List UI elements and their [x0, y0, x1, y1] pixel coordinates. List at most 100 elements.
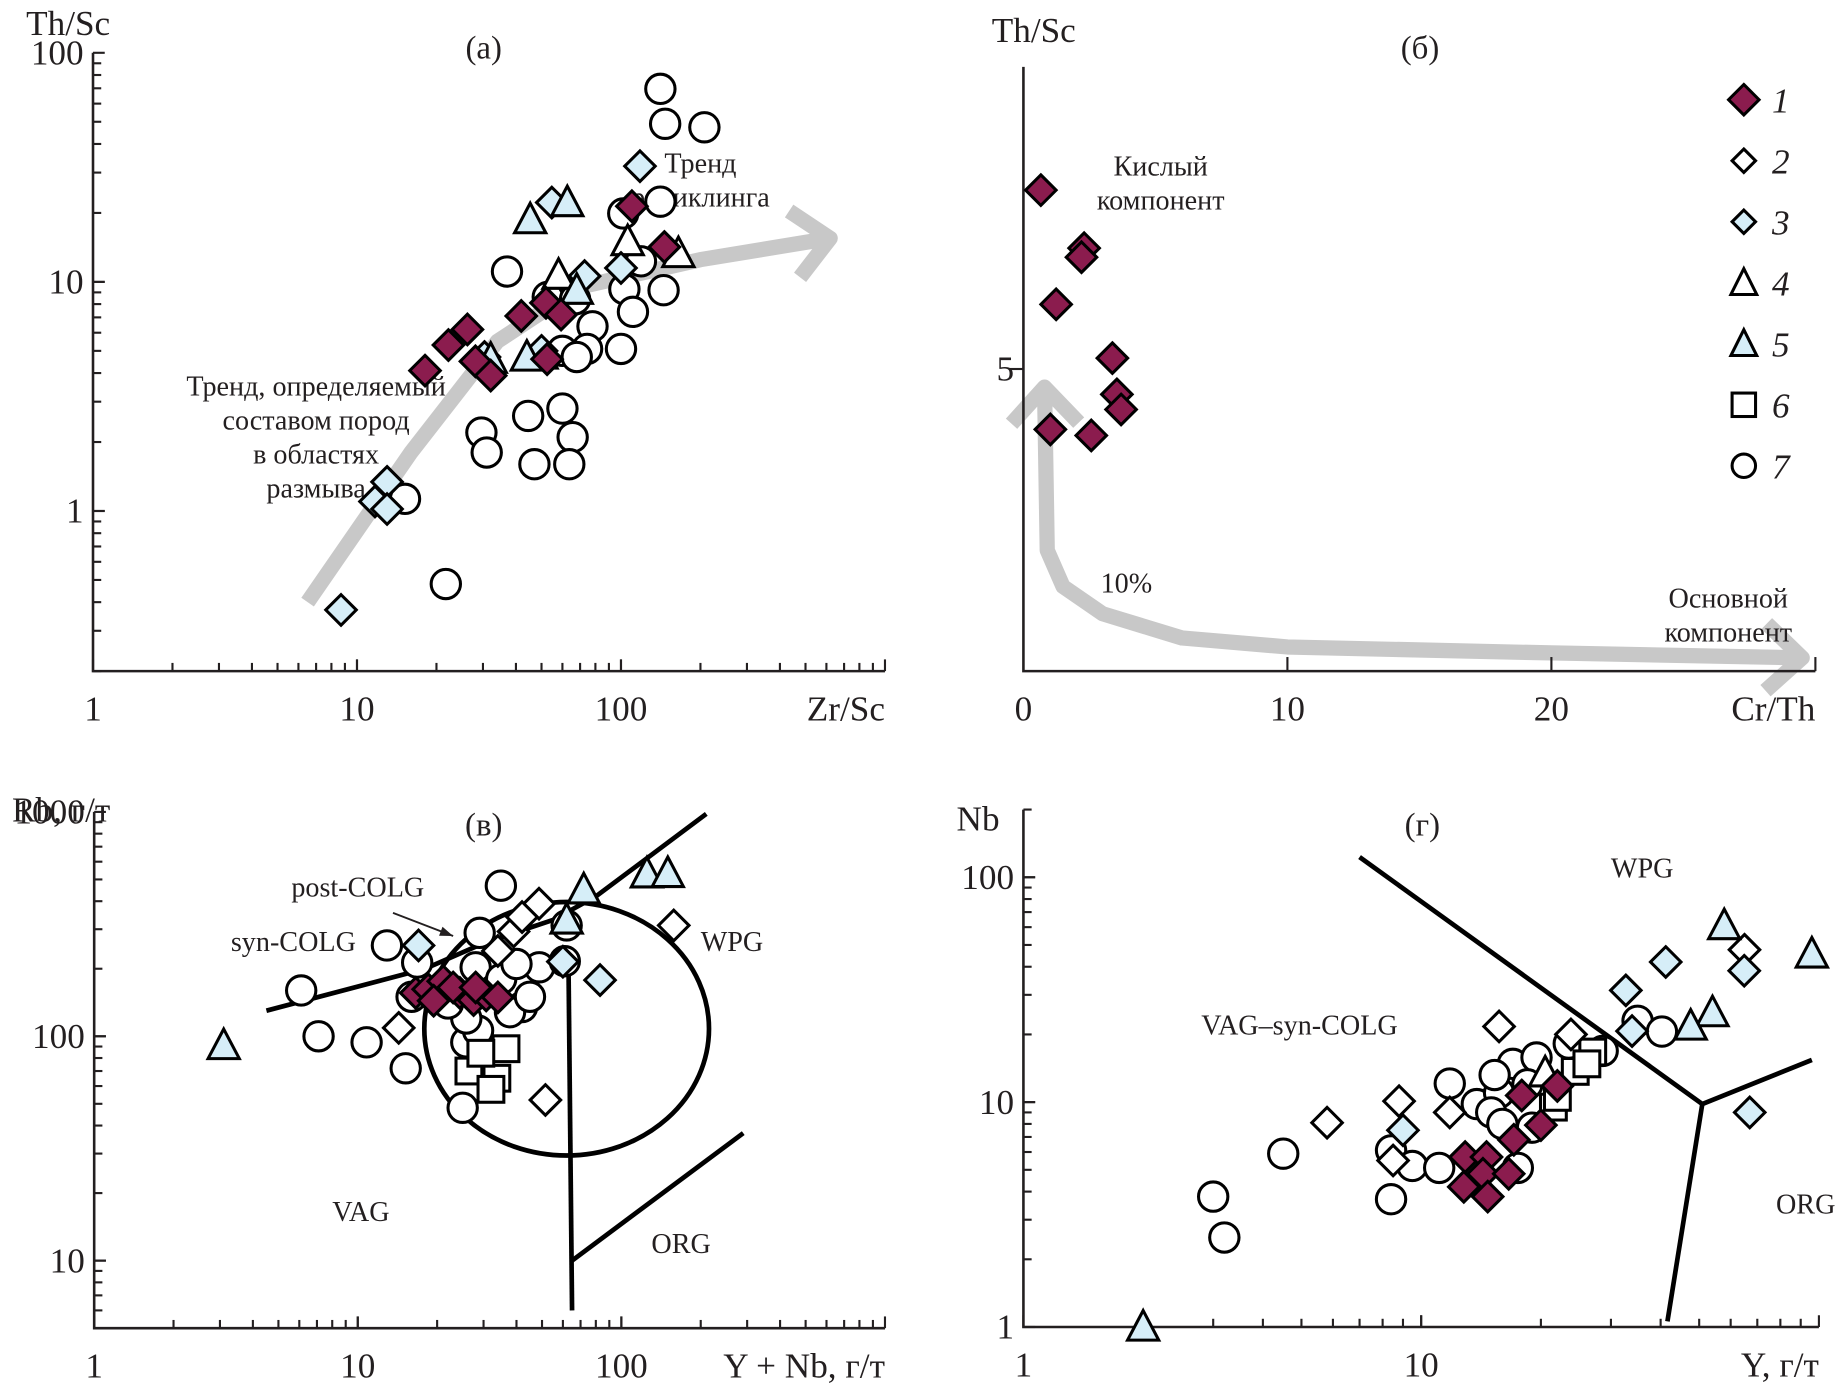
data-point-series-1	[614, 188, 650, 224]
data-point-series-3	[401, 928, 436, 963]
x-tick-label: 100	[595, 689, 648, 728]
region-label: ORG	[651, 1229, 710, 1260]
annotation-line: Тренд, определяемый	[186, 371, 446, 402]
data-point-series-7	[647, 273, 680, 307]
data-point-series-7	[1374, 1183, 1408, 1216]
data-point-series-1	[529, 341, 565, 377]
legend-marker-square	[1730, 391, 1758, 419]
y-axis-label: Nb	[957, 800, 1000, 839]
x-tick-label: 1	[85, 1346, 103, 1385]
data-point-series-7	[1197, 1180, 1230, 1213]
data-point-series-1	[473, 358, 509, 393]
data-point-series-5	[1672, 1006, 1709, 1041]
data-point-series-3	[1385, 1112, 1421, 1148]
legend-item-7: 7	[1730, 448, 1791, 487]
data-point-series-7	[1645, 1015, 1679, 1048]
panel-d-nb-vs-y: 1 10 1 10 100 Y, г/т Nb (г) WPG VAG–syn-COLG ORG	[957, 800, 1836, 1385]
data-point-series-7	[513, 980, 547, 1013]
annotation-line: составом пород	[223, 405, 410, 436]
panel-title: (а)	[465, 31, 501, 67]
data-point-series-5	[649, 853, 686, 889]
panel-title: (г)	[1405, 807, 1440, 843]
data-point-series-3	[603, 250, 639, 286]
wpg-org-boundary	[1701, 1057, 1813, 1107]
legend: 1 2 3 4 5 6 7	[1726, 82, 1791, 487]
data-point-series-1	[435, 970, 471, 1005]
annotation-line: компонент	[1097, 186, 1225, 217]
legend-label: 1	[1772, 82, 1790, 121]
data-point-series-7	[370, 929, 404, 962]
data-point-series-7	[648, 107, 682, 140]
data-point-series-1	[1032, 412, 1068, 447]
source-trend-arrow-head	[784, 204, 838, 282]
data-point-series-7	[484, 869, 518, 902]
data-point-series-1	[1523, 1107, 1559, 1143]
data-point-series-3	[369, 491, 405, 527]
data-point-series-7	[1433, 1067, 1466, 1100]
data-point-series-3	[323, 592, 359, 628]
data-point-series-7	[644, 72, 677, 106]
annotation-arrowhead	[439, 926, 454, 936]
data-point-series-7	[463, 916, 496, 950]
y-tick-label: 100	[961, 858, 1014, 897]
data-point-series-1	[1023, 172, 1059, 208]
data-point-series-3	[545, 944, 581, 980]
data-point-series-1	[1103, 392, 1139, 427]
legend-item-1: 1	[1726, 82, 1790, 121]
region-label: VAG	[332, 1197, 389, 1228]
data-point-series-2	[381, 1010, 417, 1046]
data-point-series-5	[1706, 905, 1743, 941]
data-point-series-1	[543, 297, 579, 332]
legend-label: 5	[1772, 326, 1790, 365]
annotation: Основной компонент	[1664, 584, 1792, 649]
data-point-series-2	[656, 907, 692, 943]
data-point-series-1	[646, 229, 682, 265]
legend-label: 6	[1772, 387, 1790, 426]
data-point-series-1	[503, 298, 539, 334]
annotation-line: post-COLG	[291, 872, 424, 903]
data-point-series-2	[1309, 1105, 1345, 1141]
axes-d	[1022, 809, 1819, 1329]
data-point-series-3	[1614, 1013, 1650, 1049]
y-tick-label: 100	[31, 34, 84, 73]
legend-marker-diamond	[1729, 146, 1758, 175]
vag-org-boundary	[1665, 1103, 1705, 1322]
region-label: VAG–syn-COLG	[1201, 1010, 1397, 1041]
data-point-series-7	[389, 1052, 422, 1085]
data-point-series-7	[1208, 1221, 1241, 1254]
data-point-series-7	[688, 111, 721, 144]
data-point-series-6	[466, 1038, 496, 1068]
data-point-series-7	[1478, 1058, 1511, 1092]
data-point-series-3	[1608, 972, 1644, 1008]
data-point-series-7	[546, 392, 579, 425]
vag-wpg-boundary	[1358, 855, 1704, 1106]
data-point-series-7	[511, 399, 545, 433]
x-tick-label: 100	[595, 1346, 648, 1385]
y-axis-label: Th/Sc	[992, 11, 1076, 50]
data-point-series-3	[1648, 944, 1684, 980]
data-point-series-5	[549, 182, 586, 218]
legend-item-2: 2	[1729, 143, 1790, 182]
data-point-series-3	[1726, 953, 1762, 989]
legend-marker-triangle	[1728, 326, 1760, 358]
x-tick-label: 1	[84, 689, 102, 728]
region-label: syn-COLG	[231, 927, 356, 958]
legend-label: 7	[1772, 448, 1791, 487]
x-axis-label: Zr/Sc	[807, 689, 885, 728]
data-point-series-6	[476, 1074, 506, 1104]
region-label: WPG	[1611, 853, 1674, 884]
annotation-line: Основной	[1669, 584, 1788, 615]
annotation-line: Тренд	[664, 149, 736, 180]
data-point-series-5	[205, 1025, 242, 1061]
data-point-series-7	[1423, 1151, 1456, 1185]
annotation-line: Кислый	[1114, 152, 1208, 183]
legend-marker-circle	[1730, 452, 1758, 480]
legend-label: 3	[1771, 204, 1790, 243]
x-axis-label: Cr/Th	[1731, 689, 1815, 728]
data-point-series-2	[1375, 1143, 1411, 1178]
data-point-series-7	[446, 1091, 479, 1124]
x-tick-label: 1	[1015, 1345, 1033, 1384]
x-tick-label: 10	[1404, 1345, 1439, 1384]
data-point-series-6	[491, 1034, 521, 1064]
